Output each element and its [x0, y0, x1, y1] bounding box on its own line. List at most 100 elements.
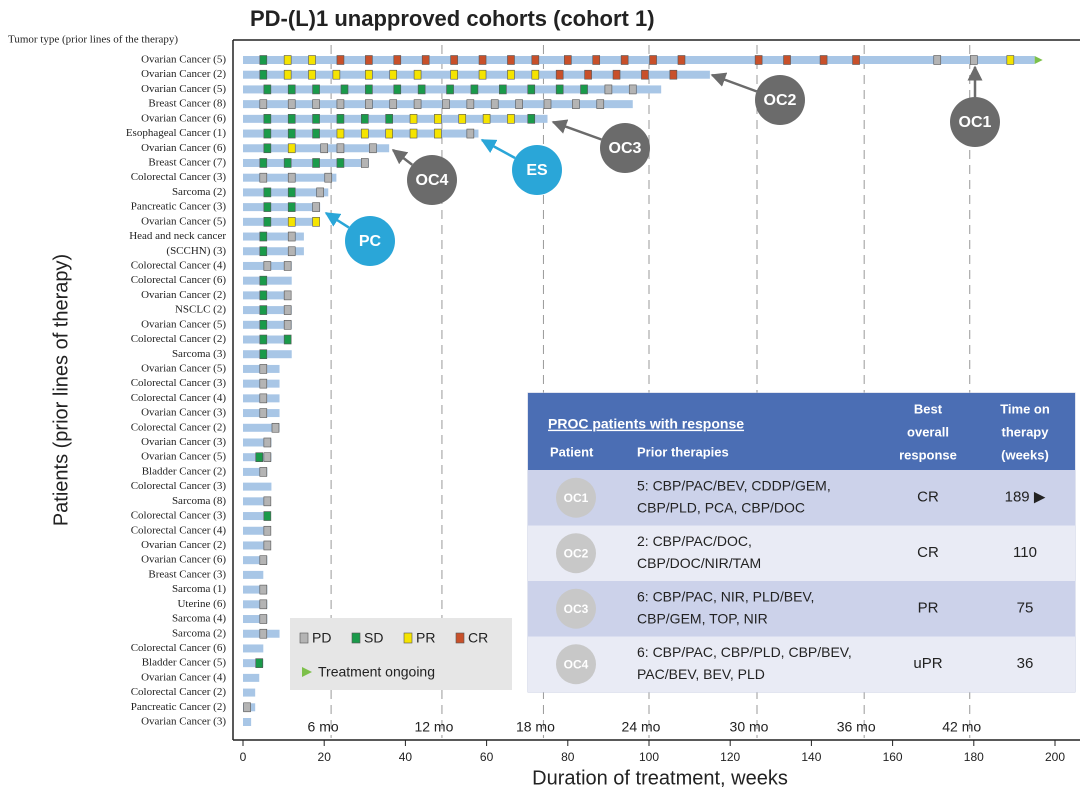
- response-marker: [287, 114, 296, 124]
- row-label: Colorectal Cancer (2): [131, 686, 227, 698]
- response-marker: [271, 422, 280, 433]
- legend-box: [290, 618, 512, 690]
- legend-label: PD: [312, 630, 331, 646]
- response-marker: [563, 55, 572, 65]
- row-label: Ovarian Cancer (6): [141, 112, 226, 124]
- time-on-therapy: 189 ▶: [1005, 489, 1046, 506]
- annotation-label: OC2: [764, 92, 797, 109]
- x-tick-label: 60: [480, 750, 494, 764]
- row-label: Ovarian Cancer (3): [141, 436, 226, 448]
- duration-bar: [243, 70, 710, 79]
- response-marker: [421, 55, 430, 65]
- month-label: 30 mo: [730, 719, 769, 735]
- response-marker: [259, 275, 268, 286]
- response-marker: [287, 172, 296, 183]
- response-marker: [255, 452, 264, 463]
- response-marker: [446, 84, 454, 95]
- response-marker: [312, 158, 320, 168]
- response-marker: [259, 319, 268, 330]
- response-marker: [312, 114, 320, 124]
- response-marker: [259, 378, 268, 389]
- duration-bar: [243, 659, 264, 668]
- duration-bar: [243, 600, 268, 609]
- response-marker: [283, 158, 292, 168]
- response-marker: [340, 84, 349, 95]
- annotation-circle: [407, 155, 457, 205]
- response-marker: [336, 158, 345, 168]
- response-marker: [263, 217, 272, 227]
- response-marker: [531, 69, 540, 80]
- annotation-circle: [600, 123, 650, 173]
- row-label: Ovarian Cancer (2): [141, 68, 226, 80]
- response-marker: [555, 69, 564, 80]
- table-header: [528, 393, 1075, 470]
- response-marker: [969, 55, 978, 65]
- annotation-label: OC3: [609, 140, 642, 157]
- response-marker: [263, 261, 272, 271]
- response-marker: [259, 393, 268, 404]
- x-tick-label: 0: [240, 750, 247, 764]
- patient-id: OC3: [564, 602, 589, 616]
- response-marker: [409, 128, 418, 139]
- annotation-circle: [950, 97, 1000, 147]
- time-on-therapy: 110: [1013, 544, 1037, 561]
- response-marker: [580, 84, 588, 95]
- response-marker: [283, 261, 292, 271]
- response-marker: [641, 69, 649, 80]
- duration-bar: [243, 276, 292, 285]
- response-marker: [360, 158, 369, 168]
- annotation-circle: [755, 75, 805, 125]
- duration-bar: [243, 585, 268, 594]
- response-marker: [287, 99, 296, 109]
- duration-bar: [243, 144, 390, 153]
- x-tick-label: 100: [639, 750, 659, 764]
- response-marker: [360, 114, 369, 124]
- duration-bar: [243, 423, 280, 432]
- response-marker: [409, 114, 418, 124]
- response-marker: [783, 55, 791, 65]
- row-label: (SCCHN) (3): [166, 245, 226, 257]
- row-label: Colorectal Cancer (4): [131, 259, 227, 271]
- row-label: Colorectal Cancer (3): [131, 510, 227, 522]
- duration-bar: [243, 497, 268, 506]
- response-marker: [263, 511, 272, 521]
- row-label: Colorectal Cancer (2): [131, 333, 227, 345]
- duration-bar: [243, 438, 272, 447]
- duration-bar: [243, 129, 479, 138]
- response-marker: [336, 143, 345, 154]
- response-marker: [287, 202, 296, 212]
- row-label: Ovarian Cancer (5): [141, 318, 226, 330]
- duration-bar: [243, 217, 317, 226]
- response-marker: [312, 99, 320, 109]
- duration-bar: [243, 570, 264, 579]
- duration-bar: [243, 512, 268, 521]
- row-label: Colorectal Cancer (6): [131, 642, 227, 654]
- response-marker: [584, 69, 592, 80]
- prior-therapies: 6: CBP/PAC, NIR, PLD/BEV,: [637, 588, 814, 604]
- response-marker: [466, 128, 475, 139]
- response-marker: [320, 143, 329, 154]
- response-marker: [482, 114, 491, 124]
- response-marker: [312, 84, 320, 95]
- row-label: Colorectal Cancer (4): [131, 524, 227, 536]
- month-label: 18 mo: [516, 719, 555, 735]
- column-header: response: [899, 447, 957, 462]
- table-row: [528, 581, 1075, 637]
- response-marker: [259, 467, 268, 477]
- duration-bar: [243, 56, 1035, 64]
- response-marker: [259, 158, 268, 168]
- duration-bar: [243, 673, 260, 682]
- response-marker: [263, 114, 272, 124]
- response-marker: [263, 143, 272, 154]
- response-marker: [450, 55, 458, 65]
- prior-therapies: 2: CBP/PAC/DOC,: [637, 533, 752, 549]
- response-marker: [604, 84, 613, 95]
- response-marker: [259, 334, 268, 345]
- response-marker: [283, 305, 292, 315]
- legend-swatch: [403, 632, 413, 644]
- response-marker: [628, 84, 637, 95]
- row-label: Bladder Cancer (2): [142, 465, 227, 477]
- legend-swatch: [351, 632, 361, 644]
- response-marker: [754, 55, 763, 65]
